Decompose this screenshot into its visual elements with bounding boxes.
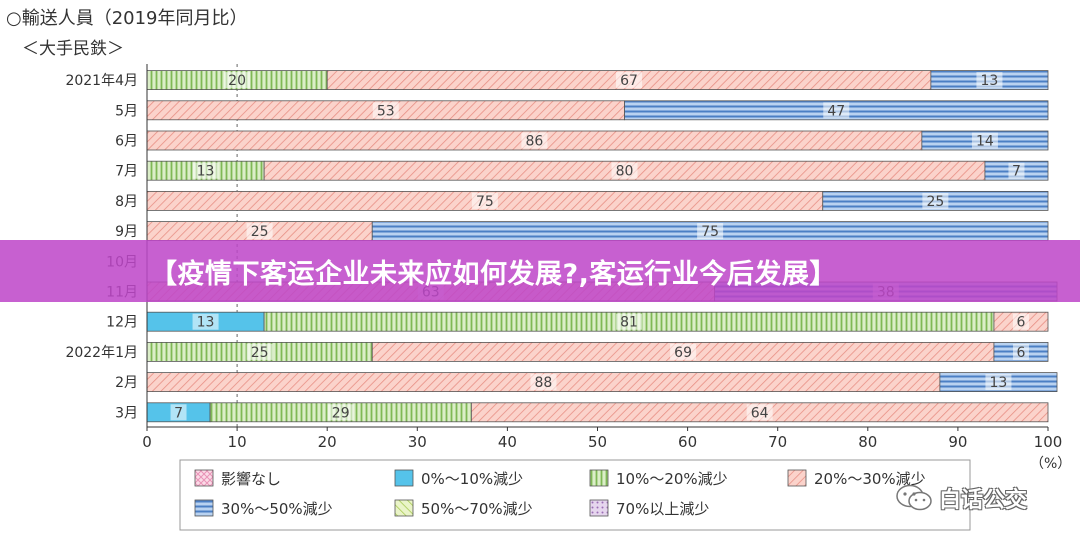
data-label-bg [327,404,354,421]
x-tick-label: 60 [678,433,697,451]
category-label: 7月 [115,164,138,180]
x-tick-label: 30 [408,433,427,451]
unit-label: （%） [1030,456,1071,472]
data-label-bg [616,72,643,89]
data-label: 81 [620,315,638,331]
data-label: 80 [616,164,634,180]
data-label-bg [170,404,187,421]
data-label-bg [976,72,1003,89]
x-tick-label: 20 [318,433,337,451]
x-tick-label: 50 [588,433,607,451]
legend-box [179,459,971,531]
category-label: 8月 [115,194,138,210]
data-label: 13 [981,73,999,89]
bars: 2067135347861413807752525756338138162569… [146,70,1058,423]
headline-banner: 【疫情下客运企业未来应如何发展?,客运行业今后发展】 [0,240,1080,302]
chart-title: ○輸送人員（2019年同月比） [6,8,248,29]
data-label: 29 [332,405,350,421]
x-tick-label: 0 [142,433,152,451]
data-label-bg [971,132,998,149]
legend-swatch [589,499,609,517]
legend-label: 0%～10%減少 [421,470,523,488]
category-label: 2021年4月 [65,73,138,89]
watermark: 白话公交 [895,478,1027,518]
data-label: 53 [377,103,395,119]
headline-text: 【疫情下客运企业未来应如何发展?,客运行业今后发展】 [150,258,837,290]
data-label: 13 [990,375,1008,391]
data-label: 25 [251,224,269,240]
data-label-bg [246,223,273,240]
category-label: 2022年1月 [65,345,138,361]
data-label: 6 [1017,315,1026,331]
category-label: 3月 [115,405,138,421]
x-tick-label: 40 [498,433,517,451]
legend-label: 30%～50%減少 [221,500,333,518]
x-axis: 0 10 20 30 40 50 60 70 80 90 100 [142,64,1062,451]
data-label: 75 [476,194,494,210]
data-label-bg [611,162,638,179]
data-label: 69 [674,345,692,361]
legend: 影響なし 0%～10%減少 10%～20%減少 20%～30%減少 30%～50%減少 5… [194,469,926,518]
data-label: 20 [228,73,246,89]
data-label: 13 [197,164,215,180]
category-label: 2月 [115,375,138,391]
data-label: 7 [174,405,183,421]
data-label-bg [922,192,949,209]
category-label: 6月 [115,134,138,150]
data-label-bg [697,223,724,240]
category-label: 12月 [106,315,138,331]
data-label-bg [372,102,399,119]
legend-swatch [194,469,214,487]
data-label-bg [192,313,219,330]
data-label-bg [1012,343,1029,360]
data-label: 67 [620,73,638,89]
data-label: 25 [251,345,269,361]
x-tick-label: 100 [1034,433,1063,451]
data-label-bg [1008,162,1025,179]
legend-swatch [787,469,807,487]
data-label-bg [471,192,498,209]
legend-label: 20%～30%減少 [814,470,926,488]
legend-label: 70%以上減少 [616,500,709,518]
data-label-bg [224,72,251,89]
x-tick-label: 80 [858,433,877,451]
data-label-bg [823,102,850,119]
data-label: 47 [827,103,845,119]
data-label-bg [521,132,548,149]
data-label: 88 [535,375,553,391]
category-label: 5月 [115,103,138,119]
data-label-bg [192,162,219,179]
x-tick-label: 90 [948,433,967,451]
legend-swatch [589,469,609,487]
data-label: 75 [701,224,719,240]
category-label: 9月 [115,224,138,240]
legend-swatch [194,499,214,517]
legend-swatch [394,499,414,517]
data-label: 25 [926,194,944,210]
legend-label: 50%～70%減少 [421,500,533,518]
legend-swatch [394,469,414,487]
chart-subtitle: ＜大手民鉄＞ [22,39,124,59]
watermark-text: 白话公交 [939,488,1028,513]
data-label: 7 [1012,164,1021,180]
data-label-bg [530,374,557,391]
data-label: 64 [751,405,769,421]
data-label-bg [670,343,697,360]
data-label-bg [1012,313,1029,330]
data-label: 86 [526,134,544,150]
data-label-bg [246,343,273,360]
x-tick-label: 10 [228,433,247,451]
data-label: 13 [197,315,215,331]
legend-label: 影響なし [221,470,281,488]
legend-label: 10%～20%減少 [616,470,728,488]
data-label: 14 [976,134,994,150]
data-label-bg [616,313,643,330]
data-label-bg [985,374,1012,391]
x-tick-label: 70 [768,433,787,451]
data-label: 6 [1017,345,1026,361]
data-label-bg [746,404,773,421]
wechat-icon [896,484,932,511]
